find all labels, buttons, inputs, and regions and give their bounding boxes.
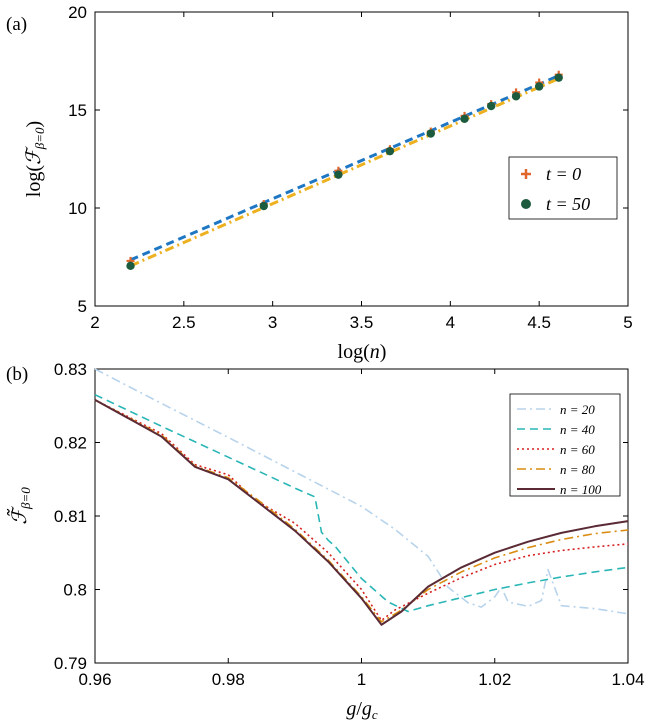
panel-b-yticks: 0.79 0.8 0.81 0.82 0.83 (54, 360, 628, 673)
point-dot (534, 82, 544, 91)
panel-b-ytick-label: 0.81 (54, 507, 87, 526)
point-dot (259, 201, 268, 211)
panel-a-xtick-label: 3.5 (350, 313, 374, 332)
point-dot (554, 73, 563, 82)
panel-a-xtick-label: 3 (268, 313, 277, 332)
point-dot (426, 129, 435, 138)
panel-a-xtick-label: 5 (623, 313, 632, 332)
legend-dot-marker (521, 199, 531, 209)
panel-a-yticks: 5 10 15 20 (68, 3, 628, 316)
panel-a-xticks: 2 2.5 3 3.5 4 4.5 5 (90, 12, 633, 332)
fit-line (129, 77, 560, 268)
panel-a-ylabel: log(ℱβ=0) (23, 121, 47, 197)
panel-a-legend: t = 0 t = 50 (508, 156, 618, 220)
panel-b-ytick-label: 0.82 (54, 434, 87, 453)
point-dot (460, 114, 469, 124)
point-dot (334, 170, 343, 179)
panel-a-ytick-label: 20 (68, 3, 87, 22)
legend-entry-t0: t = 0 (546, 164, 581, 184)
panel-b-xtick-label: 1.04 (611, 670, 644, 689)
panel-a-label: (a) (6, 14, 27, 35)
panel-b-lines (94, 368, 629, 626)
legend-entry: n = 100 (560, 482, 602, 497)
panel-b-xtick-label: 1.02 (478, 670, 511, 689)
panel-b-xticks: 0.96 0.98 1 1.02 1.04 (78, 369, 645, 689)
panel-a-xlabel: log(n) (338, 341, 387, 363)
panel-b-xtick-label: 1 (357, 670, 366, 689)
legend-entry-t50: t = 50 (546, 194, 590, 214)
legend-entry: n = 20 (560, 402, 595, 417)
legend-entry: n = 40 (560, 422, 595, 437)
panel-a-xtick-label: 4.5 (527, 313, 551, 332)
panel-b-xlabel: g/gc (346, 698, 378, 721)
panel-a: (a) 2 2.5 3 3.5 4 4.5 5 5 10 15 20 log(n) log(ℱβ=… (6, 3, 633, 363)
series-line (94, 399, 629, 622)
point-dot (486, 101, 496, 111)
panel-a-ytick-label: 5 (78, 297, 87, 316)
legend-entry: n = 60 (560, 442, 595, 457)
panel-b-legend-box (509, 393, 621, 497)
series-line (94, 399, 629, 626)
panel-b-xtick-label: 0.98 (212, 670, 245, 689)
panel-a-ytick-label: 15 (68, 101, 87, 120)
panel-b-ytick-label: 0.8 (63, 581, 87, 600)
panel-b-legend: n = 20 n = 40 n = 60 n = 80 n = 100 (509, 393, 621, 497)
point-dot (126, 261, 135, 271)
series-line (94, 393, 629, 613)
legend-plus-marker (521, 169, 531, 179)
panel-a-ytick-label: 10 (68, 199, 87, 218)
panel-a-points (126, 70, 563, 271)
series-line (94, 399, 629, 623)
panel-b-label: (b) (6, 364, 28, 385)
panel-b-ytick-label: 0.83 (54, 360, 87, 379)
panel-b: (b) 0.96 0.98 1 1.02 1.04 0.79 0.8 0.81 0.82 0.8… (6, 360, 645, 721)
series-line (94, 368, 629, 615)
point-dot (511, 92, 521, 101)
point-dot (385, 146, 395, 156)
panel-a-xtick-label: 2.5 (172, 313, 196, 332)
panel-b-xtick-label: 0.96 (78, 670, 111, 689)
panel-a-fit-lines (129, 74, 560, 268)
panel-a-xtick-label: 2 (90, 313, 99, 332)
legend-entry: n = 80 (560, 462, 595, 477)
panel-b-ylabel: ℱ̃β=0 (6, 487, 33, 525)
panel-b-ytick-label: 0.79 (54, 654, 87, 673)
panel-a-xtick-label: 4 (446, 313, 455, 332)
